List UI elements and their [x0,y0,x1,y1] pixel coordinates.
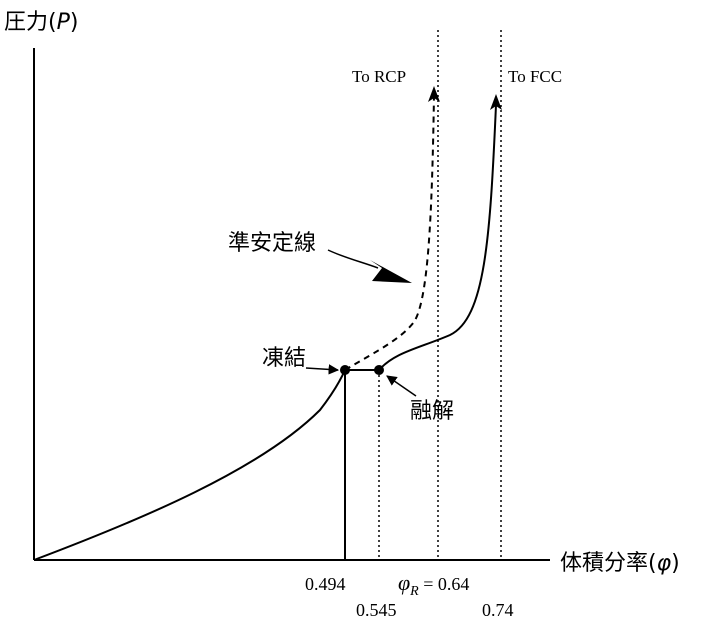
rcp-phi-symbol: φ [398,570,410,595]
melting-arrow [386,375,417,397]
rcp-arrowhead [428,86,440,102]
x-axis-label: 体積分率(φ) [560,551,680,576]
y-axis-label-symbol: P [57,10,71,35]
to-fcc-label: To FCC [508,67,562,86]
fcc-arrowhead [490,94,502,110]
x-axis-label-symbol: φ [657,551,672,576]
x-axis-label-prefix: 体積分率( [560,551,657,576]
tick-label-074: 0.74 [482,600,514,620]
fluid-branch-curve [33,369,346,561]
y-axis-label-suffix: ) [70,10,79,35]
tick-label-0545: 0.545 [356,600,397,620]
freezing-point-marker [340,365,350,375]
metastable-branch-curve [344,94,435,371]
rcp-value: = 0.64 [419,574,470,594]
tick-label-0494: 0.494 [305,574,346,594]
y-axis-label: 圧力(P) [4,10,78,35]
melting-label: 融解 [410,399,454,424]
x-axis-label-suffix: ) [671,551,680,576]
y-axis-label-prefix: 圧力( [4,10,57,35]
metastable-arrow-head [370,260,412,283]
rcp-subscript: R [409,584,419,599]
crystal-branch-curve [378,104,497,371]
to-rcp-label: To RCP [352,67,406,86]
tick-label-rcp: φR = 0.64 [398,570,469,599]
melting-point-marker [374,365,384,375]
freezing-arrow [305,364,340,375]
metastable-label: 準安定線 [228,231,316,256]
metastable-arrow-line [327,249,379,269]
freezing-label: 凍結 [262,346,306,371]
